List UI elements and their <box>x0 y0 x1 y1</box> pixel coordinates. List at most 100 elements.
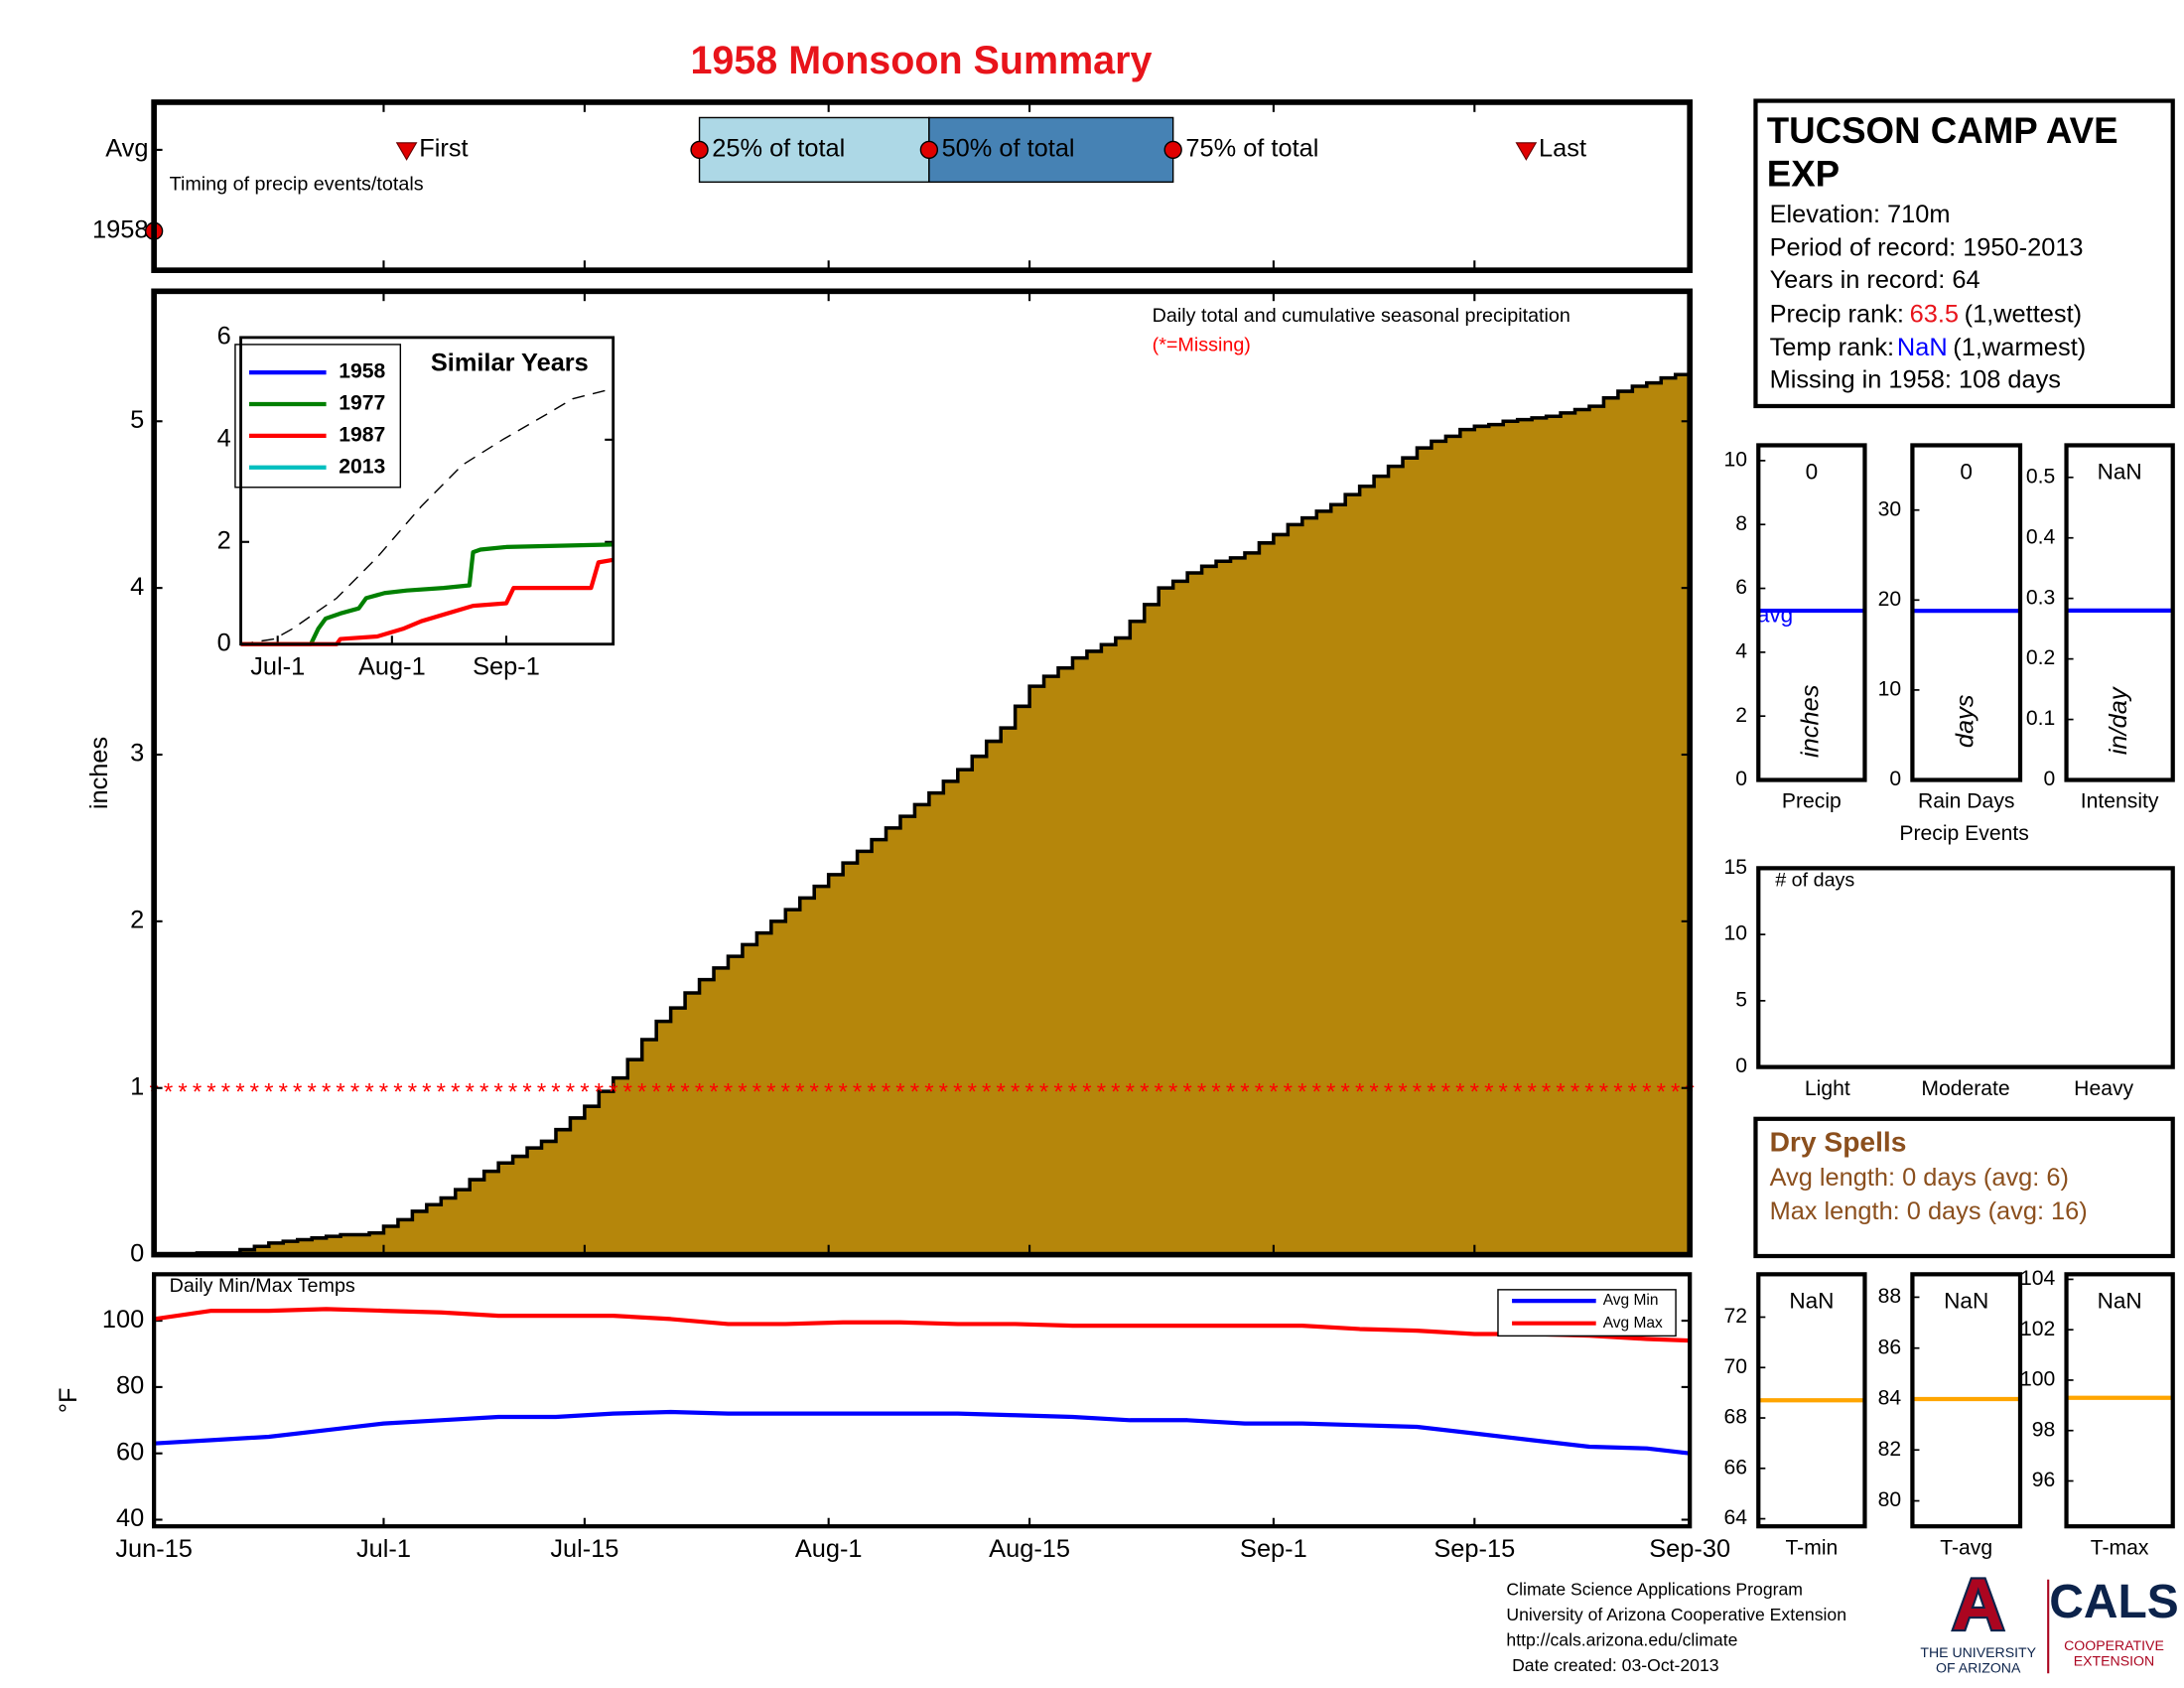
legend-label: 2013 <box>339 455 385 478</box>
temp-rank: Temp rank: NaN (1,warmest) <box>1770 334 2087 361</box>
missing-marker: * <box>953 1079 962 1106</box>
y-tick-label: 96 <box>2032 1469 2056 1491</box>
missing-marker: * <box>1255 1079 1264 1106</box>
precip-rank: Precip rank: 63.5 (1,wettest) <box>1770 300 2083 328</box>
missing-marker: * <box>924 1079 933 1106</box>
temp-rank-note: (1,warmest) <box>1953 334 2086 361</box>
missing-marker: * <box>838 1079 847 1106</box>
value-label: 0 <box>1960 460 1973 485</box>
temp-rank-label: Temp rank: <box>1770 334 1895 361</box>
missing-marker: * <box>493 1079 502 1106</box>
missing-marker: * <box>408 1079 417 1106</box>
missing-marker: * <box>293 1079 302 1106</box>
missing-marker: * <box>810 1079 819 1106</box>
y-tick-label: 0 <box>130 1239 144 1267</box>
timing-label: Last <box>1539 135 1586 163</box>
y-tick-label: 0 <box>217 629 231 656</box>
missing-marker: * <box>595 1079 604 1106</box>
timing-marker <box>1163 140 1182 160</box>
missing-marker: * <box>364 1079 373 1106</box>
missing-marker: * <box>350 1079 359 1106</box>
timing-label: 50% of total <box>942 135 1075 163</box>
missing-marker: * <box>1168 1079 1177 1106</box>
y-tick-label: 84 <box>1878 1387 1902 1410</box>
x-tick-label: Light <box>1805 1077 1850 1100</box>
y-tick-label: 86 <box>1878 1336 1902 1358</box>
missing-marker: * <box>752 1079 761 1106</box>
missing-marker: * <box>451 1079 460 1106</box>
panel-label: Intensity <box>2081 790 2159 813</box>
missing-marker: * <box>250 1079 259 1106</box>
y-tick-label: 68 <box>1723 1406 1747 1429</box>
y-axis-label: °F <box>55 1387 82 1413</box>
y-tick-label: 4 <box>130 573 144 601</box>
y-tick-label: 100 <box>102 1306 144 1334</box>
missing-marker: * <box>1413 1079 1422 1106</box>
y-tick-label: 70 <box>1723 1355 1747 1378</box>
dry-spells-box <box>1753 1116 2175 1259</box>
x-tick-label: Jul-15 <box>550 1535 618 1563</box>
y-tick-label: 8 <box>1735 512 1747 535</box>
timing-label: 75% of total <box>1185 135 1318 163</box>
plot-frame <box>1756 1272 1867 1529</box>
missing-marker: * <box>393 1079 402 1106</box>
missing-marker: * <box>1657 1079 1666 1106</box>
cumulative-area <box>154 370 1692 1257</box>
missing-marker: * <box>695 1079 704 1106</box>
cals-sub: COOPERATIVE <box>2064 1637 2164 1653</box>
cals-sub: EXTENSION <box>2074 1653 2154 1669</box>
university-name: THE UNIVERSITY <box>1920 1644 2036 1660</box>
legend-label: Avg Min <box>1603 1292 1659 1309</box>
missing-marker: * <box>1455 1079 1464 1106</box>
dry-spells-line: Max length: 0 days (avg: 16) <box>1770 1197 2088 1225</box>
unit-label: in/day <box>2105 686 2132 755</box>
y-tick-label: 0 <box>1889 768 1901 790</box>
station-line: Period of record: 1950-2013 <box>1770 234 2084 262</box>
y-tick-label: 2 <box>1735 704 1747 727</box>
missing-marker: * <box>308 1079 317 1106</box>
missing-marker: * <box>1441 1079 1450 1106</box>
series-line <box>153 1307 1691 1343</box>
plot-frame <box>151 288 1693 1258</box>
missing-marker: * <box>566 1079 575 1106</box>
missing-marker: * <box>738 1079 747 1106</box>
missing-marker: * <box>479 1079 488 1106</box>
row-label: Avg <box>105 135 148 163</box>
missing-marker: * <box>1039 1079 1048 1106</box>
x-tick-label: Jul-1 <box>250 652 305 680</box>
missing-marker: * <box>1584 1079 1593 1106</box>
missing-marker: * <box>1427 1079 1435 1106</box>
y-axis-label: inches <box>85 737 113 809</box>
y-tick-label: 82 <box>1878 1438 1902 1461</box>
missing-marker: * <box>882 1079 890 1106</box>
missing-marker: * <box>1211 1079 1220 1106</box>
missing-marker: * <box>1197 1079 1206 1106</box>
missing-marker: * <box>637 1079 646 1106</box>
plot-frame <box>151 99 1693 274</box>
row-label: 1958 <box>92 215 148 243</box>
timing-marker <box>1515 142 1538 161</box>
y-tick-label: 10 <box>1723 448 1747 471</box>
missing-marker: * <box>1312 1079 1321 1106</box>
y-tick-label: 15 <box>1723 856 1747 879</box>
university-logo: A <box>1952 1564 2004 1645</box>
timing-label: First <box>419 135 468 163</box>
missing-marker: * <box>1599 1079 1608 1106</box>
missing-marker: * <box>1269 1079 1278 1106</box>
legend-box <box>1497 1289 1677 1337</box>
missing-marker: * <box>853 1079 862 1106</box>
plot-frame <box>1910 443 2023 782</box>
missing-marker: * <box>279 1079 288 1106</box>
missing-marker: * <box>939 1079 948 1106</box>
missing-marker: * <box>1326 1079 1335 1106</box>
missing-marker: * <box>537 1079 546 1106</box>
y-tick-label: 66 <box>1723 1456 1747 1478</box>
legend-label: 1977 <box>339 392 385 415</box>
value-label: NaN <box>2098 1288 2142 1313</box>
timing-marker <box>690 140 709 160</box>
missing-marker: * <box>1126 1079 1135 1106</box>
y-tick-label: 98 <box>2032 1418 2056 1441</box>
panel-label: T-max <box>2091 1536 2149 1559</box>
